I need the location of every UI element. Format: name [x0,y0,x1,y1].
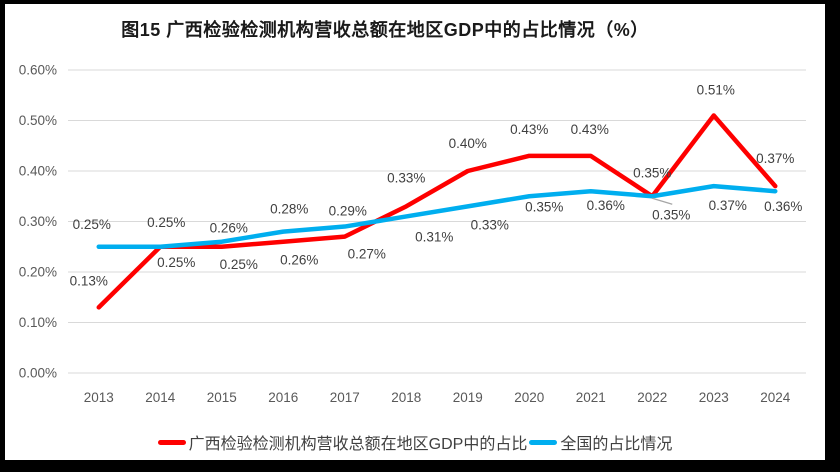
svg-text:0.25%: 0.25% [220,257,258,272]
svg-text:0.60%: 0.60% [19,63,57,78]
svg-text:0.35%: 0.35% [652,207,690,222]
svg-text:0.13%: 0.13% [70,273,108,288]
svg-text:2013: 2013 [84,390,114,405]
svg-text:0.51%: 0.51% [697,82,735,97]
legend-item-guangxi: 广西检验检测机构营收总额在地区GDP中的占比 [157,430,528,454]
svg-text:2022: 2022 [637,390,667,405]
svg-text:0.30%: 0.30% [19,214,57,229]
svg-text:0.26%: 0.26% [280,253,318,268]
svg-text:0.29%: 0.29% [329,204,367,219]
svg-text:0.43%: 0.43% [571,122,609,137]
svg-text:0.25%: 0.25% [157,255,195,270]
legend-swatch-blue-line-icon [529,439,558,445]
series-line-0 [96,113,778,310]
svg-text:0.00%: 0.00% [19,366,57,381]
svg-text:0.40%: 0.40% [19,164,57,179]
svg-text:2017: 2017 [330,390,360,405]
chart-page: 图15 广西检验检测机构营收总额在地区GDP中的占比情况（%） 0.00% 0.1… [5,4,825,460]
series-line-1 [96,183,778,249]
svg-text:0.31%: 0.31% [415,229,453,244]
svg-text:0.33%: 0.33% [471,217,509,232]
svg-text:2018: 2018 [391,390,421,405]
chart-title: 图15 广西检验检测机构营收总额在地区GDP中的占比情况（%） [121,20,649,40]
svg-text:0.25%: 0.25% [73,217,111,232]
svg-text:2023: 2023 [699,390,729,405]
svg-text:2014: 2014 [145,390,176,405]
svg-text:0.33%: 0.33% [387,170,425,185]
svg-text:2016: 2016 [268,390,298,405]
svg-text:0.20%: 0.20% [19,265,57,280]
svg-text:2019: 2019 [453,390,483,405]
gridlines [68,69,806,374]
chart-legend: 广西检验检测机构营收总额在地区GDP中的占比 全国的占比情况 [5,430,825,454]
svg-text:2020: 2020 [514,390,544,405]
leader-lines [652,197,673,205]
svg-text:0.50%: 0.50% [19,113,57,128]
svg-text:0.26%: 0.26% [210,221,248,236]
svg-text:0.28%: 0.28% [270,202,308,217]
svg-text:0.43%: 0.43% [510,122,548,137]
svg-text:0.10%: 0.10% [19,315,57,330]
svg-text:0.35%: 0.35% [633,165,671,180]
line-chart: 0.00%0.10%0.20%0.30%0.40%0.50%0.60%2013 2… [19,63,806,405]
svg-text:0.36%: 0.36% [587,198,625,213]
svg-text:0.37%: 0.37% [756,151,794,166]
svg-text:0.40%: 0.40% [449,136,487,151]
data-labels-1: 0.25% 0.25% 0.26% 0.28% 0.29% 0.31% 0.33% 0.35%… [73,165,803,244]
svg-text:2024: 2024 [760,390,791,405]
legend-swatch-red-line-icon [157,439,186,445]
svg-text:0.36%: 0.36% [764,199,802,214]
legend-label-guangxi: 广西检验检测机构营收总额在地区GDP中的占比 [188,436,528,453]
svg-text:0.35%: 0.35% [525,199,563,214]
svg-text:0.27%: 0.27% [348,247,386,262]
y-axis-labels: 0.00% 0.10% 0.20% 0.30% 0.40% 0.50% 0.60% [19,63,57,381]
svg-text:2015: 2015 [207,390,237,405]
data-labels-0: 0.13% 0.25% 0.25% 0.26% 0.27% 0.33% 0.40% 0.43%… [70,82,795,288]
svg-text:2021: 2021 [576,390,606,405]
legend-item-national: 全国的占比情况 [529,430,672,454]
svg-text:0.37%: 0.37% [709,198,747,213]
x-axis-labels: 2013 2014 2015 2016 2017 2018 2019 2020 2021 2022… [84,390,791,405]
svg-text:0.25%: 0.25% [147,215,185,230]
legend-label-national: 全国的占比情况 [560,436,673,453]
